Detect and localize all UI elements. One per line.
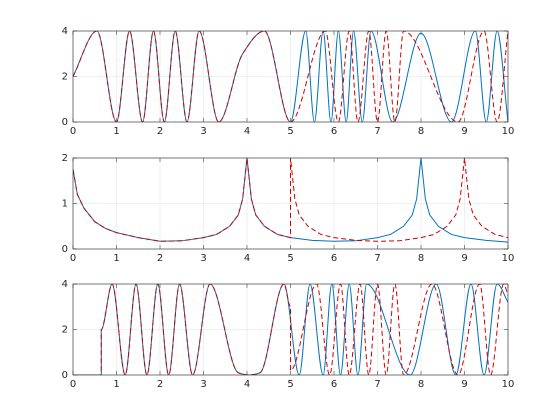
y-tick-label: 0 [62,370,68,381]
axes-box [72,157,509,250]
axes-box [72,30,509,123]
x-tick-label: 0 [70,126,76,137]
x-tick-label: 2 [157,253,163,264]
y-tick-label: 4 [62,26,68,37]
data-line [73,158,508,242]
x-tick-label: 6 [331,379,337,390]
x-tick-label: 3 [200,379,206,390]
x-tick-label: 5 [287,379,293,390]
x-tick-label: 10 [502,253,515,264]
x-tick-label: 2 [157,379,163,390]
x-tick-label: 0 [70,379,76,390]
x-tick-label: 1 [113,379,119,390]
y-tick-label: 2 [62,72,68,83]
x-tick-label: 8 [418,126,424,137]
x-tick-label: 1 [113,253,119,264]
x-tick-label: 5 [287,253,293,264]
x-tick-label: 9 [461,379,467,390]
x-tick-label: 6 [331,126,337,137]
x-tick-label: 4 [244,379,250,390]
data-line [73,158,508,243]
y-tick-label: 2 [62,153,68,164]
x-tick-label: 3 [200,253,206,264]
y-tick-label: 0 [62,244,68,255]
x-tick-label: 6 [331,253,337,264]
x-tick-label: 4 [244,126,250,137]
axes-box [72,283,509,376]
y-tick-label: 2 [62,325,68,336]
x-tick-label: 7 [374,126,380,137]
x-tick-label: 2 [157,126,163,137]
x-tick-label: 8 [418,253,424,264]
data-line [73,31,508,122]
x-tick-label: 9 [461,253,467,264]
y-tick-label: 1 [62,199,68,210]
x-tick-label: 1 [113,126,119,137]
x-tick-label: 7 [374,379,380,390]
x-tick-label: 4 [244,253,250,264]
y-tick-label: 4 [62,279,68,290]
x-tick-label: 5 [287,126,293,137]
x-tick-label: 0 [70,253,76,264]
x-tick-label: 10 [502,379,515,390]
x-tick-label: 8 [418,379,424,390]
data-line [73,284,508,375]
x-tick-label: 10 [502,126,515,137]
x-tick-label: 9 [461,126,467,137]
x-tick-label: 7 [374,253,380,264]
y-tick-label: 0 [62,117,68,128]
x-tick-label: 3 [200,126,206,137]
